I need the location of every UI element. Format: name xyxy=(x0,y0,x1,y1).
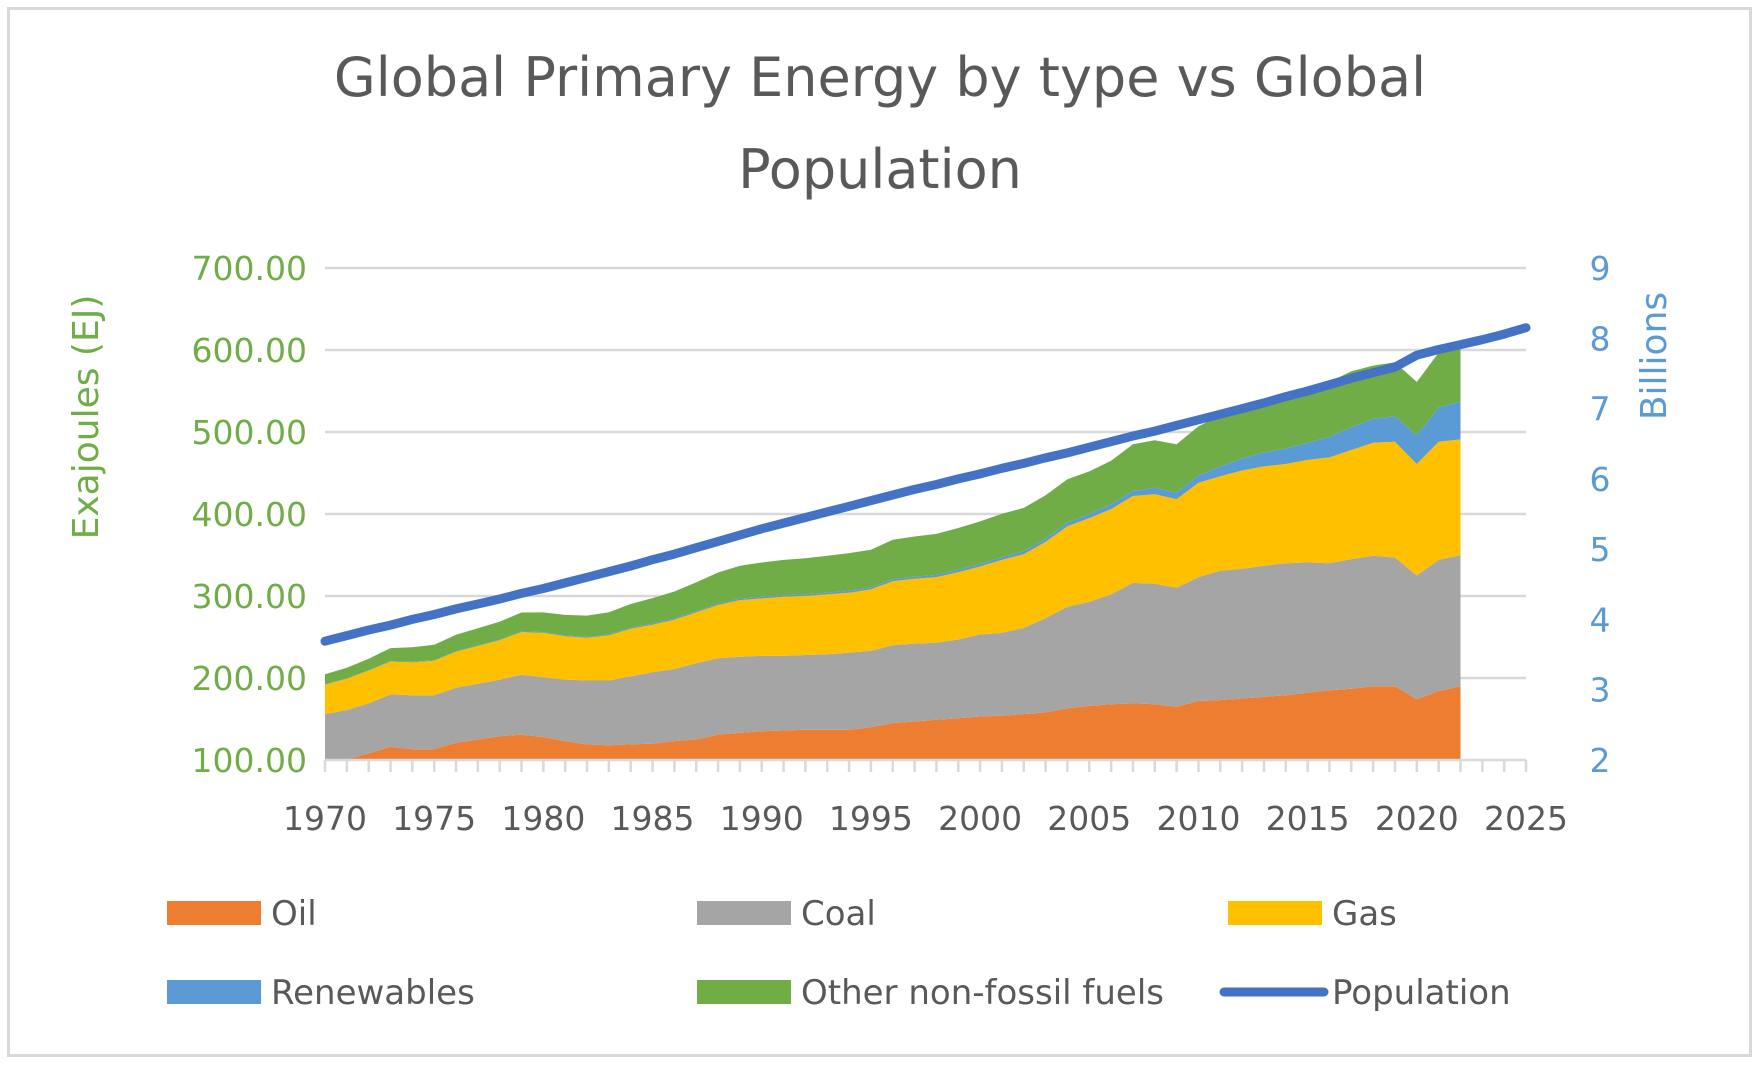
x-tick-label: 2000 xyxy=(938,799,1022,838)
left-tick-label: 100.00 xyxy=(192,741,307,780)
x-axis: 1970 1975 1980 1985 1990 1995 2000 2005 2010 2015… xyxy=(283,758,1568,838)
left-tick-label: 400.00 xyxy=(192,495,307,534)
x-tick-label: 1990 xyxy=(720,799,804,838)
legend: Oil Coal Gas Renewables Other non-fossil fue… xyxy=(167,894,1511,1013)
right-tick-label: 2 xyxy=(1590,741,1611,780)
legend-swatch-oil xyxy=(167,901,261,925)
left-tick-label: 700.00 xyxy=(192,249,307,288)
x-tick-label: 1995 xyxy=(829,799,913,838)
x-tick-label: 2020 xyxy=(1375,799,1459,838)
legend-label-oil: Oil xyxy=(271,894,317,934)
left-tick-label: 300.00 xyxy=(192,577,307,616)
legend-label-population: Population xyxy=(1332,973,1511,1013)
legend-label-other: Other non-fossil fuels xyxy=(801,973,1164,1013)
legend-label-renewables: Renewables xyxy=(271,973,475,1013)
stacked-areas xyxy=(325,345,1461,760)
legend-item-population: Population xyxy=(1219,973,1511,1013)
right-axis-title: Billions xyxy=(1634,292,1675,420)
x-tick-label: 2015 xyxy=(1266,799,1350,838)
legend-swatch-coal xyxy=(697,901,791,925)
left-axis-title: Exajoules (EJ) xyxy=(66,295,107,540)
area-gas xyxy=(325,439,1461,715)
right-tick-label: 6 xyxy=(1590,460,1611,499)
legend-swatch-gas xyxy=(1228,901,1322,925)
x-tick-label: 2025 xyxy=(1484,799,1568,838)
right-y-axis: 2 3 4 5 6 7 8 9 xyxy=(1590,249,1611,780)
area-coal xyxy=(325,555,1461,760)
area-oil xyxy=(325,686,1461,760)
chart-title: Global Primary Energy by type vs Global … xyxy=(334,46,1426,201)
population-line xyxy=(320,323,1531,646)
legend-item-renewables: Renewables xyxy=(167,973,475,1013)
area-renewables xyxy=(325,401,1461,685)
right-tick-label: 3 xyxy=(1590,671,1611,710)
x-tick-label: 1980 xyxy=(501,799,585,838)
left-tick-label: 600.00 xyxy=(192,331,307,370)
legend-item-gas: Gas xyxy=(1228,894,1397,934)
legend-swatch-renewables xyxy=(167,980,261,1004)
right-tick-label: 9 xyxy=(1590,249,1611,288)
right-tick-label: 4 xyxy=(1590,600,1611,639)
population-line-group xyxy=(320,323,1531,646)
x-tick-label: 2010 xyxy=(1156,799,1240,838)
legend-item-oil: Oil xyxy=(167,894,317,934)
chart-title-line-1: Global Primary Energy by type vs Global xyxy=(334,46,1426,109)
x-tick-label: 2005 xyxy=(1047,799,1131,838)
left-tick-label: 200.00 xyxy=(192,659,307,698)
chart-frame xyxy=(7,7,1752,1057)
x-tick-label: 1975 xyxy=(392,799,476,838)
left-y-axis: 100.00 200.00 300.00 400.00 500.00 600.00 700.… xyxy=(192,249,307,780)
legend-label-coal: Coal xyxy=(801,894,876,934)
x-tick-label: 1985 xyxy=(611,799,695,838)
left-tick-label: 500.00 xyxy=(192,413,307,452)
legend-item-coal: Coal xyxy=(697,894,876,934)
right-tick-label: 5 xyxy=(1590,530,1611,569)
legend-item-other: Other non-fossil fuels xyxy=(697,973,1164,1013)
legend-label-gas: Gas xyxy=(1332,894,1397,934)
chart-title-line-2: Population xyxy=(738,138,1022,201)
right-tick-label: 7 xyxy=(1590,390,1611,429)
legend-swatch-other xyxy=(697,980,791,1004)
x-tick-label: 1970 xyxy=(283,799,367,838)
right-tick-label: 8 xyxy=(1590,319,1611,358)
